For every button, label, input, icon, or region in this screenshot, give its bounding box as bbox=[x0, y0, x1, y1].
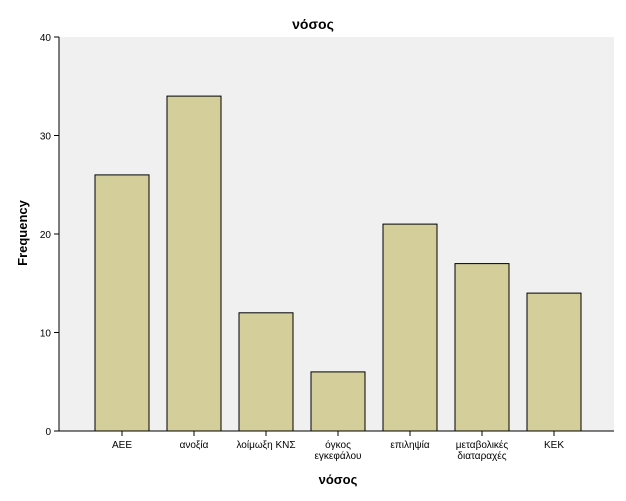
x-tick-label: ανοξία bbox=[180, 439, 209, 451]
bar-0 bbox=[94, 174, 150, 432]
plot-area bbox=[59, 37, 614, 431]
x-tick-label-line: εγκεφάλου bbox=[314, 450, 361, 462]
x-tick-label: όγκος εγκεφάλου bbox=[314, 439, 361, 462]
x-tick-label-line: επιληψία bbox=[390, 439, 429, 451]
y-ticks-group: 0 10 20 30 40 bbox=[40, 33, 59, 438]
bar-5 bbox=[454, 263, 510, 432]
bars-group bbox=[94, 95, 582, 432]
y-tick-label: 40 bbox=[40, 33, 52, 44]
x-axis-label: νόσος bbox=[319, 472, 358, 487]
x-tick-label-line: διαταραχές bbox=[457, 450, 506, 462]
x-tick-label-line: ΑΕΕ bbox=[112, 440, 132, 451]
x-tick-label-line: λοίμωξη ΚΝΣ bbox=[236, 439, 295, 451]
x-tick-label-line: μεταβολικές bbox=[456, 439, 509, 451]
chart-title: νόσος bbox=[292, 16, 334, 32]
x-tick-label: ΑΕΕ bbox=[112, 440, 132, 451]
bar-1 bbox=[166, 95, 222, 432]
bar-3 bbox=[310, 371, 366, 432]
bar-6 bbox=[526, 292, 582, 432]
x-tick-label-line: ΚΕΚ bbox=[544, 440, 564, 451]
x-tick-label: ΚΕΚ bbox=[544, 440, 564, 451]
y-tick-label: 20 bbox=[40, 230, 52, 241]
x-ticks-group: ΑΕΕ ανοξία λοίμωξη ΚΝΣ όγκος εγκεφάλου επιληψ… bbox=[112, 431, 564, 462]
bar-4 bbox=[382, 223, 438, 432]
y-axis-label: Frequency bbox=[15, 199, 30, 266]
bar-2 bbox=[238, 312, 294, 432]
x-tick-label-line: ανοξία bbox=[180, 439, 209, 451]
y-tick-label: 10 bbox=[40, 329, 52, 340]
x-tick-label: μεταβολικές διαταραχές bbox=[456, 439, 509, 462]
x-tick-label: επιληψία bbox=[390, 439, 429, 451]
x-tick-label-line: όγκος bbox=[325, 439, 351, 451]
x-tick-label: λοίμωξη ΚΝΣ bbox=[236, 439, 295, 451]
y-tick-label: 30 bbox=[40, 132, 52, 143]
y-tick-label: 0 bbox=[45, 427, 51, 438]
